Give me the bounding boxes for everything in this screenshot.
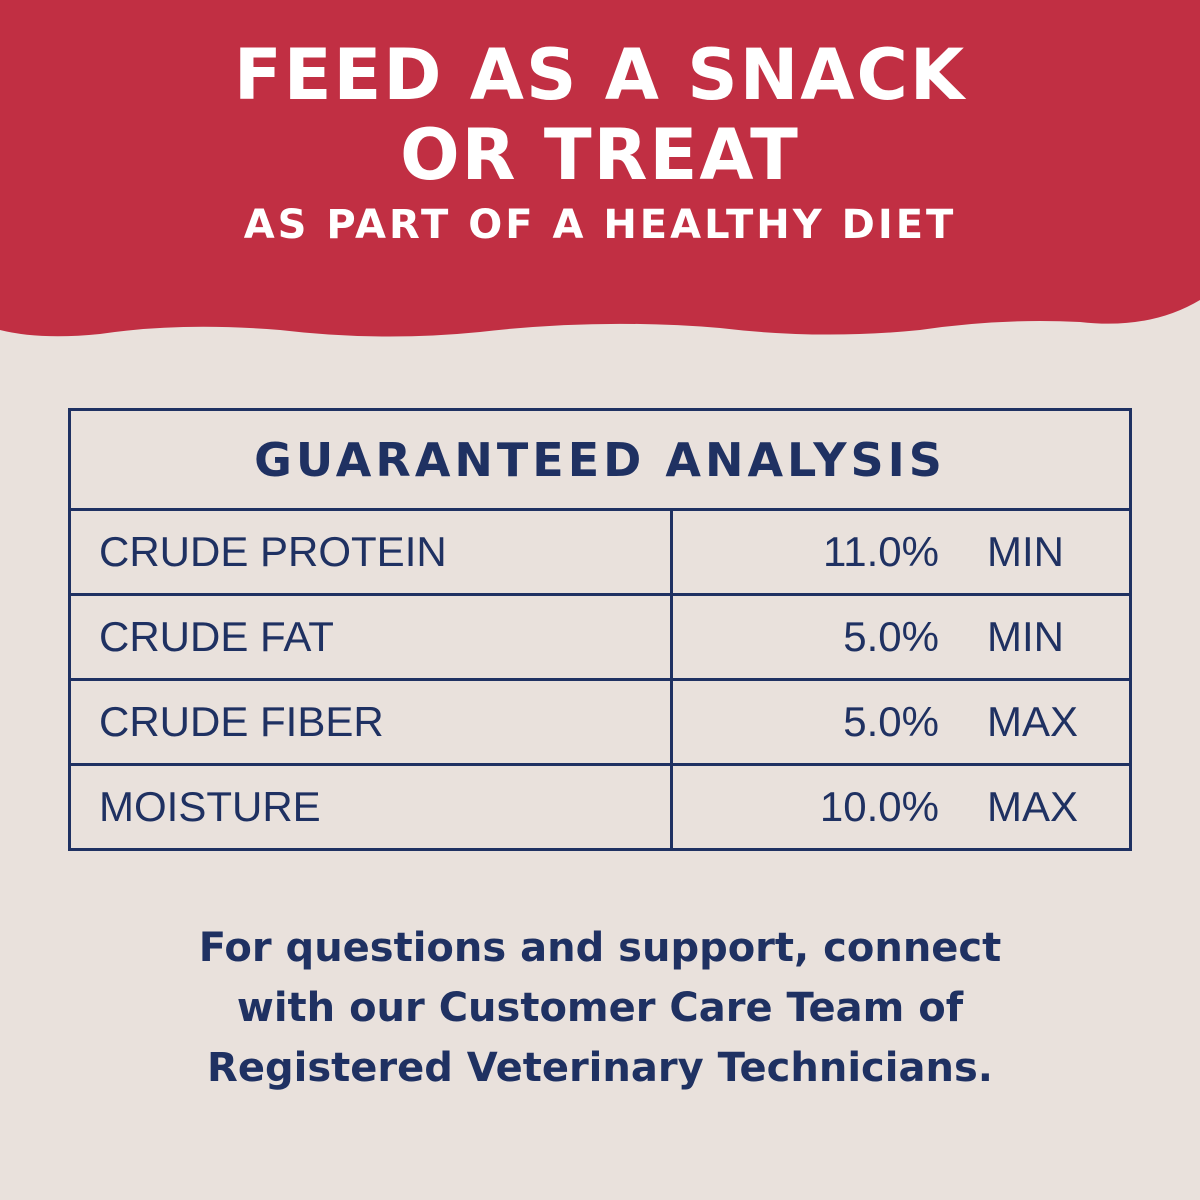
nutrient-value-cell: 5.0% MIN <box>670 593 1132 681</box>
nutrient-value-cell: 11.0% MIN <box>670 508 1132 596</box>
nutrient-unit: MIN <box>987 613 1064 660</box>
table-row: CRUDE PROTEIN 11.0% MIN <box>68 508 1132 596</box>
footer-line: with our Customer Care Team of <box>236 985 964 1031</box>
footer: For questions and support, connect with … <box>0 918 1200 1098</box>
nutrient-name: CRUDE FAT <box>68 593 673 681</box>
nutrient-name: CRUDE FIBER <box>68 678 673 766</box>
nutrient-value-cell: 5.0% MAX <box>670 678 1132 766</box>
nutrient-unit: MAX <box>987 698 1079 745</box>
subtitle: AS PART OF A HEALTHY DIET <box>243 202 957 248</box>
footer-line: For questions and support, connect <box>198 925 1002 971</box>
nutrient-value: 10.0% <box>819 783 939 830</box>
nutrient-value-cell: 10.0% MAX <box>670 763 1132 851</box>
nutrient-unit: MIN <box>987 528 1064 575</box>
header: FEED AS A SNACK OR TREAT AS PART OF A HE… <box>0 35 1200 255</box>
nutrient-name: MOISTURE <box>68 763 673 851</box>
nutrient-value: 5.0% <box>843 698 939 745</box>
title-line: FEED AS A SNACK <box>233 34 967 116</box>
analysis-table: GUARANTEED ANALYSIS CRUDE PROTEIN 11.0% MI… <box>68 408 1132 851</box>
footer-line: Registered Veterinary Technicians. <box>207 1045 993 1091</box>
table-row: MOISTURE 10.0% MAX <box>68 763 1132 851</box>
nutrient-value: 11.0% <box>823 528 939 575</box>
table-row: CRUDE FIBER 5.0% MAX <box>68 678 1132 766</box>
header-background <box>0 0 1200 337</box>
title-line: OR TREAT <box>400 114 800 196</box>
nutrient-value: 5.0% <box>843 613 939 660</box>
nutrient-name: CRUDE PROTEIN <box>68 508 673 596</box>
table-row: CRUDE FAT 5.0% MIN <box>68 593 1132 681</box>
table-title: GUARANTEED ANALYSIS <box>68 408 1132 511</box>
nutrient-unit: MAX <box>987 783 1079 830</box>
